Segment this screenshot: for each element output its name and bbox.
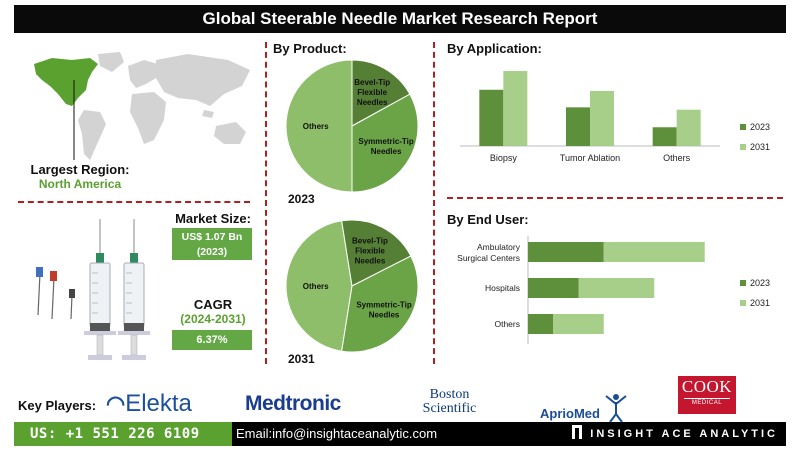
app-legend-swatch-0 bbox=[740, 124, 746, 130]
market-size-year: (2023) bbox=[196, 246, 228, 258]
pie-slice-0 bbox=[285, 220, 353, 352]
scientific-word: Scientific bbox=[422, 401, 477, 416]
app-category-label-2: Others bbox=[663, 153, 691, 163]
end-legend-swatch-0 bbox=[740, 280, 746, 286]
boston-word: Boston bbox=[429, 387, 470, 402]
cagr-period: (2024-2031) bbox=[180, 312, 246, 326]
divider-right-horizontal bbox=[447, 197, 783, 199]
app-bar-0-0 bbox=[479, 89, 504, 146]
cagr-label: CAGR bbox=[193, 297, 233, 312]
apriomed-figure-icon bbox=[604, 394, 627, 423]
end-legend-label-0: 2023 bbox=[750, 278, 770, 288]
app-legend-swatch-1 bbox=[740, 144, 746, 150]
end-user-bar-chart: Ambulatory Surgical Centers Hospitals Other… bbox=[457, 236, 770, 344]
page-title: Global Steerable Needle Market Research … bbox=[14, 5, 786, 33]
divider-left bbox=[265, 42, 267, 364]
elekta-name: Elekta bbox=[125, 390, 192, 417]
end-bar-2-0 bbox=[528, 314, 554, 334]
app-bar-1-0 bbox=[566, 107, 590, 146]
pie-slice-1 bbox=[341, 219, 412, 287]
medical-word: MEDICAL bbox=[684, 398, 730, 408]
apriomed-name: AprioMed bbox=[540, 406, 600, 421]
market-size-box: US$ 1.07 Bn (2023) bbox=[172, 228, 252, 260]
footer: US: +1 551 226 6109 Email:info@insightac… bbox=[14, 422, 786, 446]
pie-year-2023: 2023 bbox=[288, 192, 315, 206]
end-legend-swatch-1 bbox=[740, 300, 746, 306]
brand-name: INSIGHT ACE ANALYTIC bbox=[590, 428, 778, 440]
end-category-label-2: Others bbox=[494, 319, 520, 329]
brand-logo-icon bbox=[572, 425, 583, 439]
app-bar-0-1 bbox=[503, 71, 528, 146]
cook-medical-logo: COOK MEDICAL bbox=[678, 376, 736, 414]
pie-label-1: Bevel-Tip Flexible Needles bbox=[354, 78, 390, 107]
medtronic-logo: Medtronic bbox=[245, 392, 341, 415]
footer-phone[interactable]: US: +1 551 226 6109 bbox=[14, 422, 232, 446]
pie-label-2: Symmetric-Tip Needles bbox=[356, 300, 412, 319]
cagr-value: 6.37% bbox=[172, 330, 252, 350]
divider-left-horizontal bbox=[18, 201, 250, 203]
pie-label-1: Bevel-Tip Flexible Needles bbox=[352, 237, 388, 266]
end-category-label-0: Ambulatory Surgical Centers bbox=[457, 242, 521, 263]
end-bar-0-1 bbox=[603, 242, 705, 262]
largest-region-value: North America bbox=[38, 177, 122, 191]
pie-chart-2023: Others Bevel-Tip Flexible Needles Symmetric-… bbox=[285, 59, 419, 193]
largest-region-label: Largest Region: bbox=[30, 162, 130, 177]
divider-right bbox=[433, 42, 435, 364]
pie-slice-0 bbox=[285, 59, 353, 193]
app-category-label-0: Biopsy bbox=[490, 153, 518, 163]
boston-scientific-logo: Boston Scientific bbox=[407, 388, 492, 416]
footer-brand: INSIGHT ACE ANALYTIC bbox=[572, 422, 778, 446]
pie-slice-2 bbox=[341, 255, 419, 353]
pie-slice-2 bbox=[351, 93, 419, 193]
elekta-logo: ◠Elekta bbox=[106, 390, 192, 417]
pie-label-0: Others bbox=[303, 282, 329, 291]
footer-email[interactable]: Email:info@insightaceanalytic.com bbox=[236, 426, 438, 441]
end-bar-2-1 bbox=[553, 314, 604, 334]
app-legend-label-1: 2031 bbox=[750, 142, 770, 152]
end-category-label-1: Hospitals bbox=[485, 283, 520, 293]
pie-label-2: Symmetric-Tip Needles bbox=[358, 137, 414, 156]
pie-label-0: Others bbox=[303, 122, 329, 131]
pie-year-2031: 2031 bbox=[288, 352, 315, 366]
cook-word: COOK bbox=[681, 377, 733, 396]
application-bar-chart: Biopsy Tumor Ablation Others 2023 2031 bbox=[460, 71, 770, 163]
pie-slice-1 bbox=[351, 59, 411, 127]
app-bar-2-1 bbox=[676, 109, 701, 146]
syringe-icon bbox=[36, 219, 150, 360]
market-size-label: Market Size: bbox=[175, 211, 251, 226]
world-map-icon bbox=[34, 52, 250, 160]
by-product-title: By Product: bbox=[273, 41, 347, 56]
end-bar-0-0 bbox=[528, 242, 604, 262]
pie-chart-2031: Others Bevel-Tip Flexible Needles Symmetric-… bbox=[285, 219, 419, 353]
app-legend-label-0: 2023 bbox=[750, 122, 770, 132]
apriomed-logo: AprioMed bbox=[540, 392, 628, 424]
end-legend-label-1: 2031 bbox=[750, 298, 770, 308]
app-bar-1-1 bbox=[590, 90, 614, 146]
by-end-user-title: By End User: bbox=[447, 212, 529, 227]
app-bar-2-0 bbox=[652, 127, 677, 146]
end-bar-1-1 bbox=[578, 278, 655, 298]
market-size-value: US$ 1.07 Bn bbox=[181, 231, 243, 243]
end-bar-1-0 bbox=[528, 278, 579, 298]
key-players-label: Key Players: bbox=[18, 398, 97, 413]
app-category-label-1: Tumor Ablation bbox=[560, 153, 620, 163]
by-application-title: By Application: bbox=[447, 41, 542, 56]
